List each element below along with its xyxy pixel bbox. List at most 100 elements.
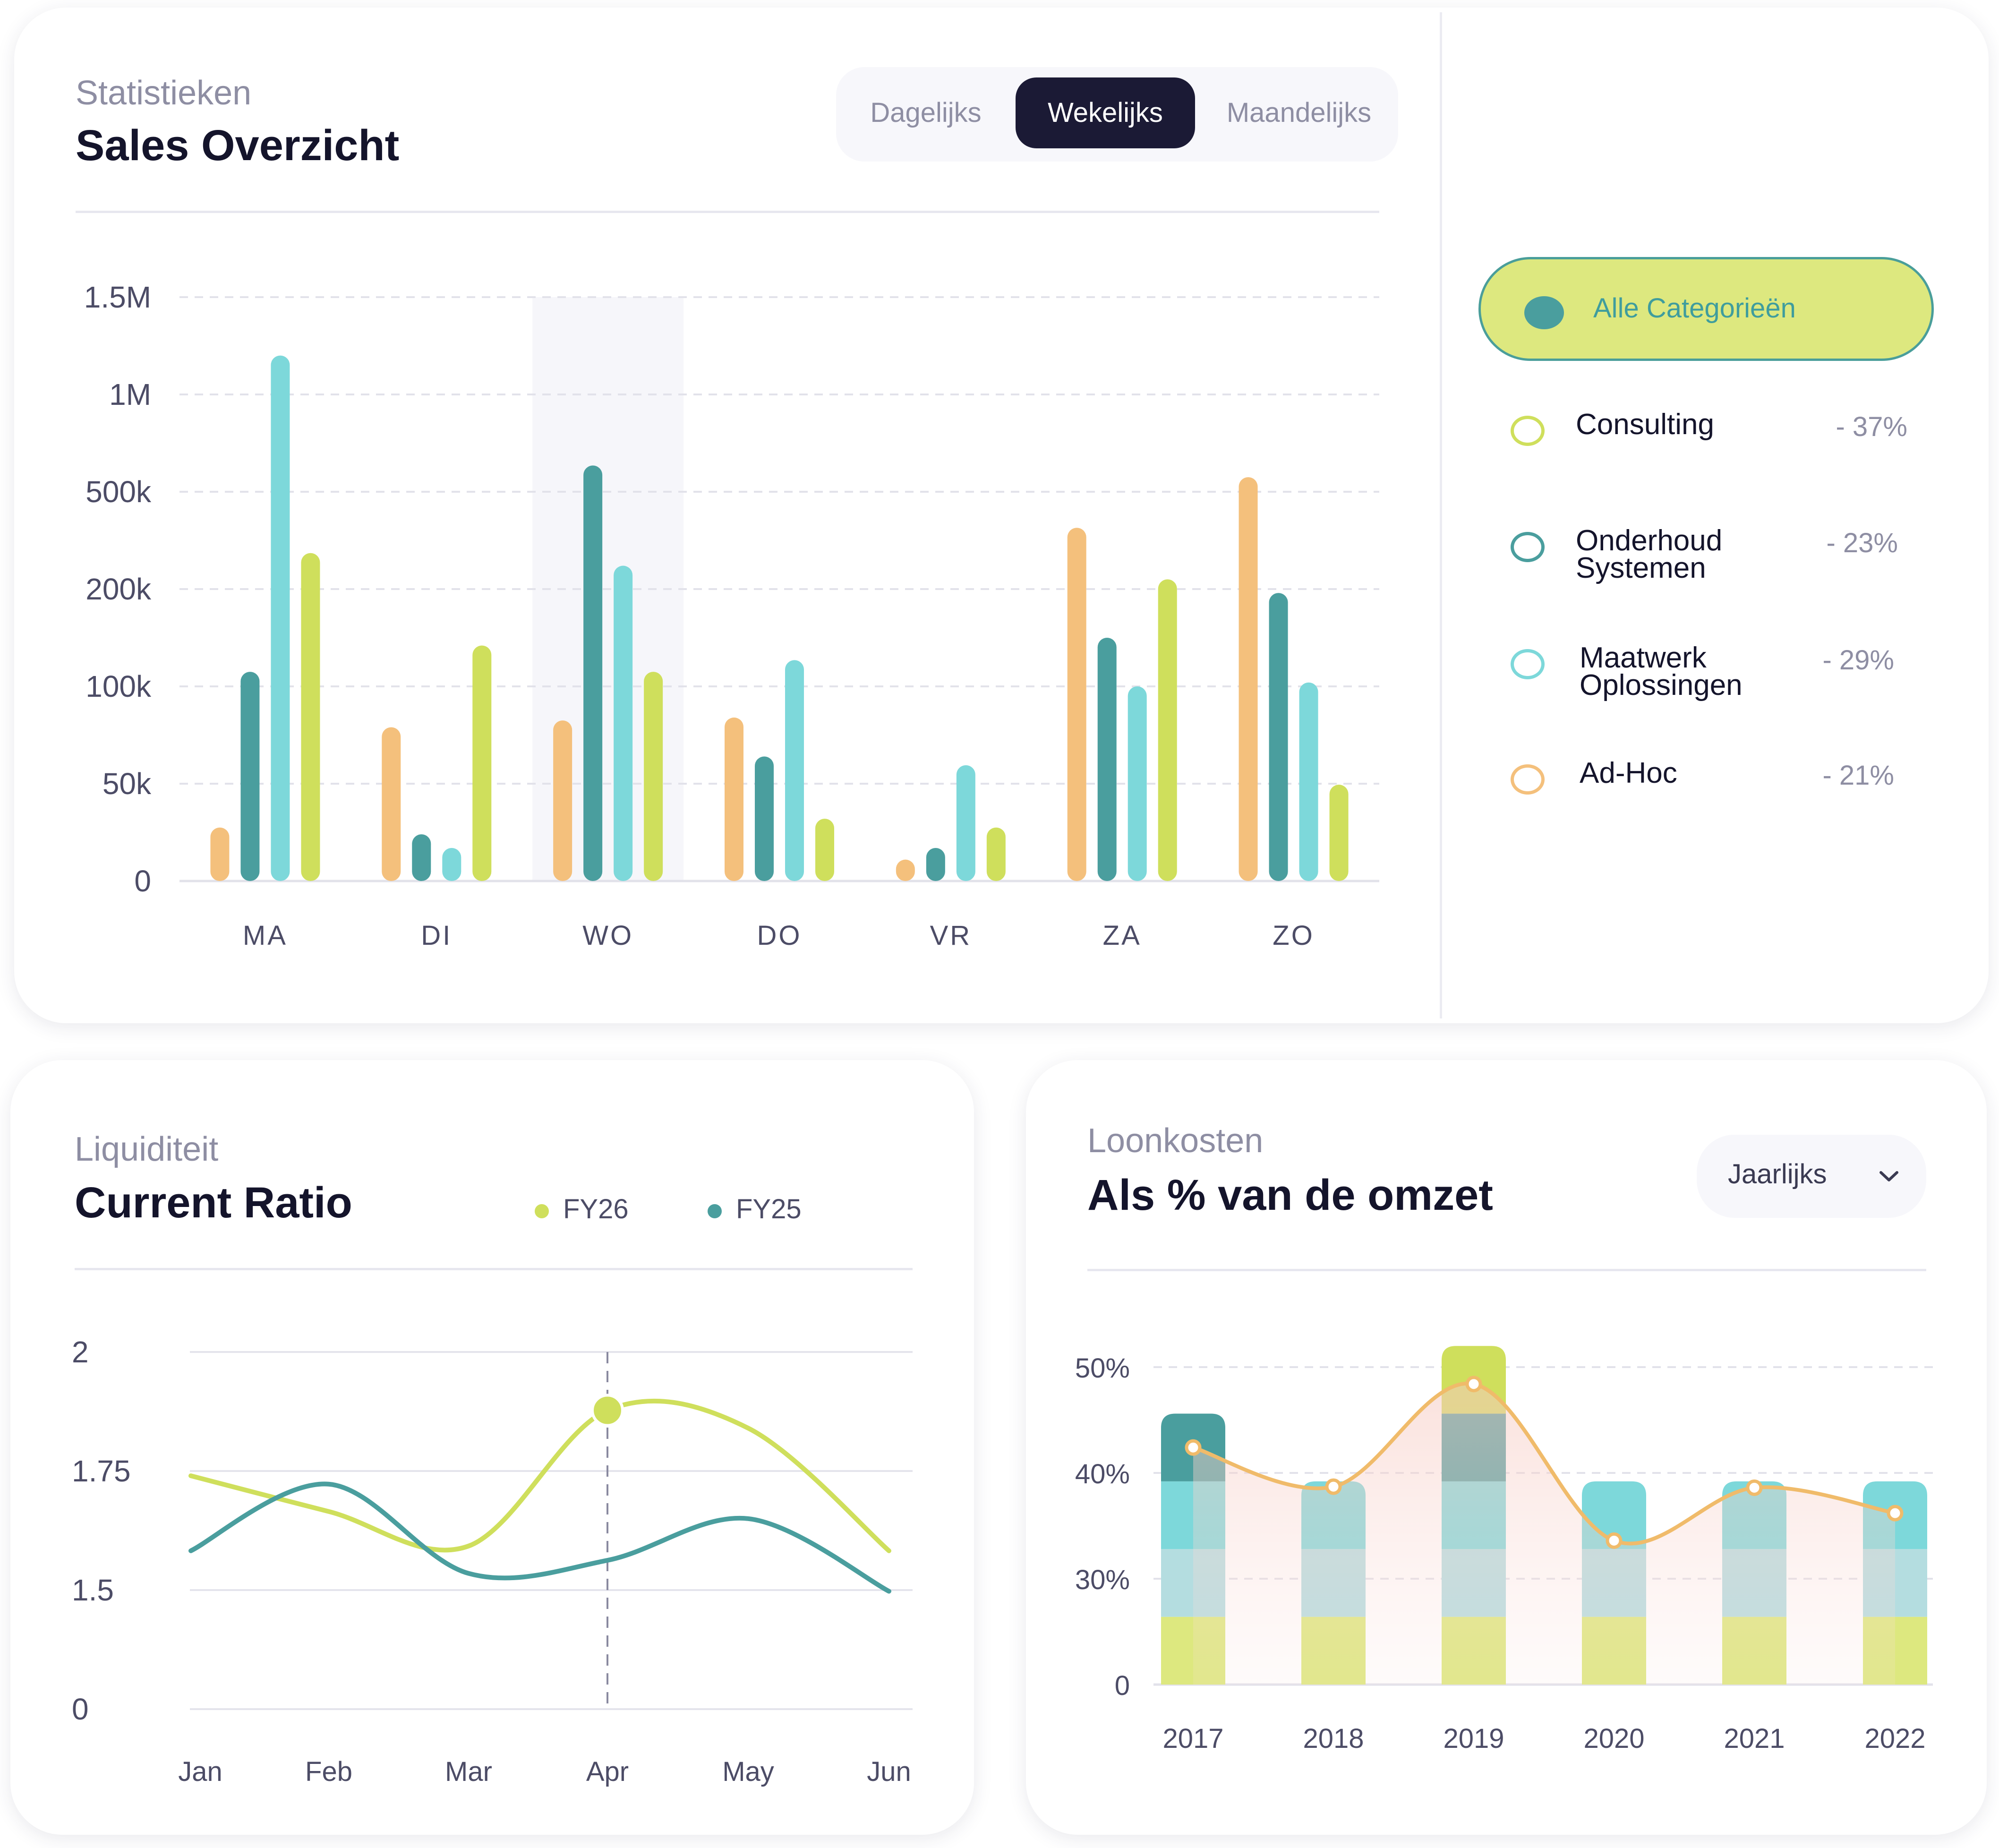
all-categories-dot-icon — [1524, 296, 1564, 329]
x-tick-label: May — [722, 1756, 774, 1787]
sales-title: Sales Overzicht — [76, 121, 400, 170]
consulting-ring-icon — [1511, 416, 1545, 446]
payroll-point — [1185, 1439, 1202, 1456]
legend-item-name: Maatwerk Oplossingen — [1580, 642, 1743, 702]
legend-item-onderhoud-systemen[interactable]: Onderhoud Systemen - 23% — [1511, 524, 1917, 593]
x-tick-label: Jan — [178, 1756, 222, 1787]
y-tick-label: 1.75 — [72, 1454, 131, 1488]
legend-item-name: Ad-Hoc — [1580, 757, 1677, 789]
legend-item-name: Consulting — [1576, 408, 1714, 441]
x-tick-label: 2018 — [1303, 1723, 1364, 1754]
x-tick-label: ZA — [1103, 920, 1142, 951]
sales-divider — [76, 211, 1379, 213]
legend-item-maatwerk-oplossingen[interactable]: Maatwerk Oplossingen - 29% — [1511, 642, 1917, 710]
legend-item-percent: - 29% — [1822, 645, 1894, 676]
x-tick-label: Apr — [586, 1756, 629, 1787]
onderhoud-ring-icon — [1511, 532, 1545, 562]
bar-zo — [1329, 785, 1349, 881]
legend-item-name: Onderhoud Systemen — [1576, 524, 1723, 584]
payroll-divider — [1087, 1269, 1926, 1271]
x-tick-label: 2021 — [1724, 1723, 1785, 1754]
bar-za — [1067, 528, 1086, 881]
bar-wo — [583, 465, 603, 881]
legend-item-percent: - 37% — [1836, 411, 1907, 442]
bar-za — [1158, 579, 1177, 881]
fy25-dot-icon — [708, 1204, 722, 1218]
x-tick-label: VR — [930, 920, 972, 951]
bar-zo — [1239, 477, 1258, 881]
legend-item-percent: - 21% — [1822, 760, 1894, 791]
y-tick-label: 40% — [1075, 1459, 1130, 1489]
y-tick-label: 50k — [103, 767, 152, 801]
y-tick-label: 500k — [85, 475, 152, 509]
payroll-subtitle: Loonkosten — [1087, 1122, 1264, 1160]
liquidity-subtitle: Liquiditeit — [75, 1130, 219, 1168]
bar-do — [815, 819, 834, 881]
x-tick-label: 2022 — [1864, 1723, 1925, 1754]
period-dropdown[interactable]: Jaarlijks — [1697, 1135, 1926, 1218]
bar-di — [472, 645, 492, 881]
y-tick-label: 1.5 — [72, 1573, 114, 1607]
y-tick-label: 30% — [1075, 1565, 1130, 1595]
legend-all-categories[interactable]: Alle Categorieën — [1478, 257, 1934, 361]
tab-weekly[interactable]: Wekelijks — [1016, 77, 1195, 148]
bar-wo — [614, 565, 633, 881]
payroll-percent-chart: 0 30% 40% 50% 2017 2018 2019 2020 2021 2022 — [1075, 1346, 1933, 1754]
y-tick-label: 0 — [134, 864, 151, 898]
tab-monthly[interactable]: Maandelijks — [1226, 97, 1372, 128]
tab-daily[interactable]: Dagelijks — [870, 97, 982, 128]
x-tick-label: 2020 — [1583, 1723, 1644, 1754]
bar-vr — [926, 847, 945, 881]
bar-za — [1097, 638, 1117, 881]
bar-vr — [956, 765, 975, 881]
y-tick-label: 2 — [72, 1335, 89, 1369]
sales-subtitle: Statistieken — [76, 74, 252, 112]
legend-item-percent: - 23% — [1826, 528, 1898, 558]
y-tick-label: 0 — [72, 1692, 89, 1726]
payroll-point — [1465, 1376, 1482, 1393]
period-dropdown-label: Jaarlijks — [1728, 1159, 1827, 1189]
current-ratio-line-chart: 0 1.5 1.75 2 Jan Feb Mar Apr May Jun — [72, 1335, 913, 1787]
bar-vr — [986, 827, 1006, 881]
bar-ma — [301, 553, 320, 881]
x-tick-label: 2019 — [1443, 1723, 1504, 1754]
legend-separator — [1440, 12, 1442, 1018]
bar-di — [382, 727, 401, 881]
legend-item-consulting[interactable]: Consulting - 37% — [1511, 408, 1917, 477]
all-categories-label: Alle Categorieën — [1593, 293, 1796, 324]
bar-ma — [210, 827, 230, 881]
bar-di — [412, 834, 431, 881]
legend-fy25: FY25 — [708, 1193, 802, 1225]
chevron-down-icon — [1879, 1171, 1898, 1181]
y-tick-label: 0 — [1115, 1670, 1130, 1701]
x-tick-label: 2017 — [1162, 1723, 1223, 1754]
payroll-point — [1606, 1532, 1623, 1549]
payroll-card: Loonkosten Als % van de omzet Jaarlijks … — [1026, 1060, 1987, 1835]
maatwerk-ring-icon — [1511, 649, 1545, 679]
payroll-title: Als % van de omzet — [1087, 1171, 1493, 1219]
bar-do — [755, 756, 774, 881]
bar-vr — [896, 859, 915, 881]
bar-di — [442, 847, 461, 881]
x-tick-label: DO — [757, 920, 802, 951]
bar-ma — [271, 355, 290, 881]
x-tick-label: WO — [582, 920, 633, 951]
fy26-dot-icon — [535, 1204, 549, 1218]
y-tick-label: 1.5M — [84, 280, 151, 314]
highlight-point — [591, 1394, 624, 1427]
y-tick-label: 1M — [109, 377, 151, 411]
line-area-fill — [1193, 1383, 1895, 1685]
bar-zo — [1269, 593, 1288, 881]
liquidity-divider — [75, 1268, 913, 1270]
legend-fy26: FY26 — [535, 1193, 629, 1225]
bar-za — [1128, 686, 1147, 881]
liquidity-card: Liquiditeit Current Ratio FY26 FY25 0 1.5… — [10, 1060, 974, 1835]
bar-do — [785, 660, 804, 881]
y-tick-label: 50% — [1075, 1353, 1130, 1384]
x-tick-label: Feb — [305, 1756, 352, 1787]
x-tick-label: DI — [421, 920, 452, 951]
payroll-point — [1325, 1478, 1342, 1495]
payroll-point — [1746, 1479, 1763, 1496]
bar-ma — [240, 672, 260, 881]
legend-item-ad-hoc[interactable]: Ad-Hoc - 21% — [1511, 757, 1917, 826]
